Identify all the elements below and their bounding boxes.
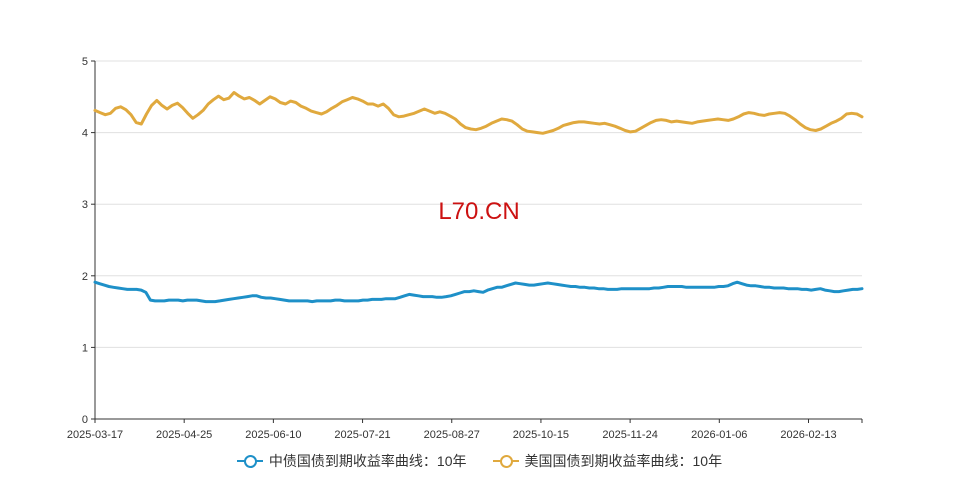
series-lines xyxy=(93,91,864,304)
legend-item-cn[interactable]: 中债国债到期收益率曲线：10年 xyxy=(236,451,467,471)
series-line-cn-10y xyxy=(93,280,864,304)
y-tick-label: 5 xyxy=(82,56,88,68)
x-tick-label: 2025-08-27 xyxy=(424,429,480,441)
y-axis-ticks: 0 1 2 3 4 5 xyxy=(82,56,95,426)
y-tick-label: 1 xyxy=(82,342,88,354)
x-tick-label: 2026-01-06 xyxy=(691,429,747,441)
y-tick-label: 3 xyxy=(82,199,88,211)
x-tick-label: 2025-06-10 xyxy=(245,429,301,441)
x-axis-ticks: 2025-03-17 2025-04-25 2025-06-10 2025-07-21… xyxy=(67,419,863,441)
axes xyxy=(94,61,862,420)
x-tick-label: 2025-10-15 xyxy=(513,429,569,441)
x-tick-label: 2025-11-24 xyxy=(602,429,657,441)
legend-label-cn: 中债国债到期收益率曲线：10年 xyxy=(268,453,467,469)
x-tick-label: 2026-02-13 xyxy=(780,429,836,441)
legend: 中债国债到期收益率曲线：10年 美国国债到期收益率曲线：10年 xyxy=(0,446,959,476)
series-line-us-10y xyxy=(93,91,864,135)
legend-line-circle-icon xyxy=(492,454,519,468)
x-tick-label: 2025-04-25 xyxy=(156,429,212,441)
legend-label-us: 美国国债到期收益率曲线：10年 xyxy=(524,453,723,469)
x-tick-label: 2025-03-17 xyxy=(67,429,123,441)
legend-line-circle-icon xyxy=(236,454,263,468)
y-tick-label: 0 xyxy=(82,414,88,426)
legend-item-us[interactable]: 美国国债到期收益率曲线：10年 xyxy=(492,451,723,471)
x-tick-label: 2025-07-21 xyxy=(334,429,390,441)
watermark: L70.CN xyxy=(438,198,519,225)
grid-lines xyxy=(95,60,862,348)
y-tick-label: 4 xyxy=(82,128,88,140)
y-tick-label: 2 xyxy=(82,271,88,283)
